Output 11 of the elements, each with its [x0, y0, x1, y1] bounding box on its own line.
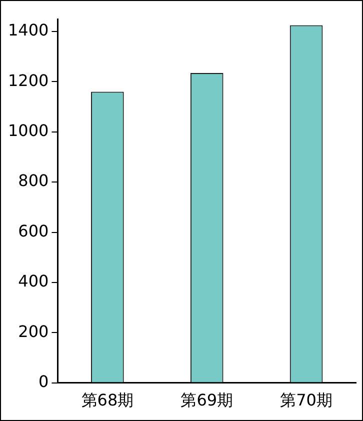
y-tick-label: 1200	[8, 70, 49, 90]
y-tick-label: 400	[18, 272, 49, 291]
y-tick-label: 1400	[8, 20, 49, 40]
x-tick-label: 第70期	[280, 390, 332, 410]
x-tick-label: 第69期	[180, 390, 234, 410]
y-tick-label: 1000	[8, 121, 49, 140]
x-tick-label: 第68期	[81, 390, 134, 410]
y-tick-label: 600	[18, 221, 49, 240]
y-tick-label: 200	[18, 322, 49, 341]
y-tick-label: 800	[18, 171, 49, 190]
y-tick-label: 0	[38, 372, 49, 391]
